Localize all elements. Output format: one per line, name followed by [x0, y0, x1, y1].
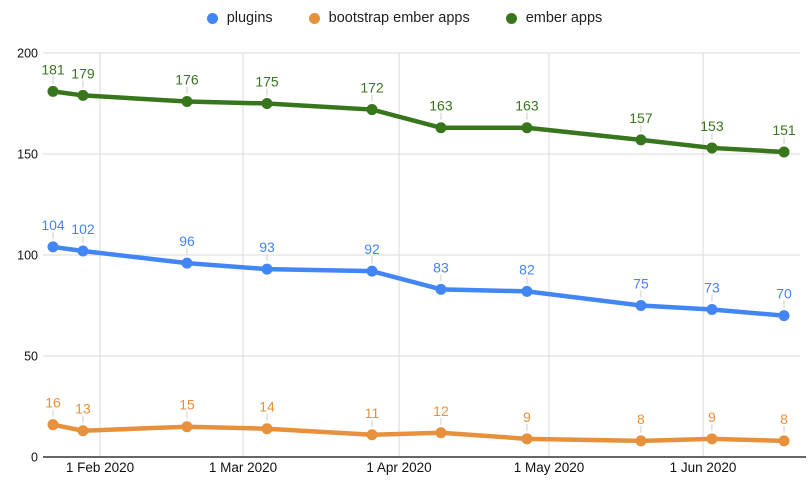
data-point-label-bootstrap-ember-apps-6: 9	[523, 409, 531, 425]
data-point-label-bootstrap-ember-apps-7: 8	[637, 411, 645, 427]
data-point-marker-bootstrap-ember-apps-1[interactable]	[77, 425, 89, 437]
data-point-marker-plugins-6[interactable]	[521, 285, 533, 297]
data-point-marker-ember-apps-9[interactable]	[778, 146, 790, 158]
data-point-label-plugins-9: 70	[776, 286, 792, 302]
data-point-label-ember-apps-8: 153	[700, 118, 724, 134]
data-point-marker-bootstrap-ember-apps-7[interactable]	[635, 435, 647, 447]
data-point-marker-bootstrap-ember-apps-8[interactable]	[706, 433, 718, 445]
legend-item-bootstrap-ember-apps[interactable]: bootstrap ember apps	[308, 9, 470, 26]
y-tick-label: 50	[24, 350, 38, 364]
x-tick-label: 1 Feb 2020	[66, 460, 134, 475]
x-tick-label: 1 Mar 2020	[209, 460, 277, 475]
data-point-label-ember-apps-6: 163	[515, 98, 539, 114]
data-point-label-ember-apps-5: 163	[429, 98, 453, 114]
data-point-marker-bootstrap-ember-apps-3[interactable]	[261, 423, 273, 435]
data-point-marker-plugins-5[interactable]	[435, 283, 447, 295]
data-point-marker-plugins-8[interactable]	[706, 304, 718, 316]
data-point-marker-plugins-2[interactable]	[181, 257, 193, 269]
data-point-marker-bootstrap-ember-apps-6[interactable]	[521, 433, 533, 445]
data-point-marker-plugins-1[interactable]	[77, 245, 89, 257]
data-point-marker-bootstrap-ember-apps-0[interactable]	[47, 419, 59, 431]
data-point-marker-plugins-7[interactable]	[635, 300, 647, 311]
data-point-label-ember-apps-1: 179	[71, 65, 95, 81]
legend-item-ember-apps[interactable]: ember apps	[505, 9, 603, 26]
data-point-marker-bootstrap-ember-apps-2[interactable]	[181, 421, 193, 433]
x-tick-label: 1 May 2020	[514, 460, 585, 475]
data-point-label-ember-apps-2: 176	[175, 71, 199, 87]
data-point-marker-ember-apps-7[interactable]	[635, 134, 647, 146]
data-point-label-ember-apps-7: 157	[629, 110, 653, 126]
data-point-label-plugins-8: 73	[704, 280, 720, 296]
legend-marker-icon	[206, 12, 218, 24]
data-point-label-bootstrap-ember-apps-5: 12	[433, 403, 449, 419]
data-point-label-plugins-1: 102	[71, 221, 95, 237]
data-point-marker-plugins-0[interactable]	[47, 241, 59, 253]
legend-item-label: plugins	[226, 9, 273, 26]
data-point-marker-ember-apps-6[interactable]	[521, 122, 533, 134]
data-point-marker-plugins-3[interactable]	[261, 263, 273, 275]
data-point-label-bootstrap-ember-apps-1: 13	[75, 401, 91, 417]
data-point-label-bootstrap-ember-apps-2: 15	[179, 397, 195, 413]
series-line-ember-apps	[50, 89, 787, 155]
data-point-label-bootstrap-ember-apps-8: 9	[708, 409, 716, 425]
y-tick-label: 0	[31, 451, 38, 465]
data-point-marker-ember-apps-1[interactable]	[77, 89, 89, 101]
data-point-marker-bootstrap-ember-apps-4[interactable]	[366, 429, 378, 441]
data-point-label-plugins-6: 82	[519, 261, 535, 277]
data-point-label-bootstrap-ember-apps-9: 8	[780, 411, 788, 427]
series-line-plugins	[50, 244, 787, 318]
data-point-marker-ember-apps-2[interactable]	[181, 95, 193, 107]
data-point-marker-ember-apps-8[interactable]	[706, 142, 718, 154]
data-point-label-plugins-3: 93	[259, 239, 275, 255]
data-point-marker-ember-apps-0[interactable]	[47, 85, 59, 97]
data-point-marker-bootstrap-ember-apps-5[interactable]	[435, 427, 447, 439]
data-point-marker-ember-apps-3[interactable]	[261, 98, 273, 109]
x-tick-label: 1 Jun 2020	[670, 460, 737, 475]
x-tick-label: 1 Apr 2020	[366, 460, 431, 475]
data-point-label-bootstrap-ember-apps-0: 16	[45, 395, 61, 411]
data-point-marker-ember-apps-5[interactable]	[435, 122, 447, 134]
data-point-marker-plugins-9[interactable]	[778, 310, 790, 322]
y-tick-label: 200	[17, 47, 38, 61]
legend-item-label: bootstrap ember apps	[328, 9, 470, 26]
data-point-marker-plugins-4[interactable]	[366, 265, 378, 277]
data-point-label-plugins-5: 83	[433, 259, 449, 275]
legend-item-plugins[interactable]: plugins	[206, 9, 273, 26]
data-point-label-plugins-2: 96	[179, 233, 195, 249]
y-tick-label: 150	[17, 148, 38, 162]
data-point-label-bootstrap-ember-apps-4: 11	[365, 405, 380, 421]
data-point-label-ember-apps-9: 151	[772, 122, 796, 138]
data-point-label-ember-apps-3: 175	[255, 74, 279, 90]
y-tick-label: 100	[17, 249, 38, 263]
data-point-marker-bootstrap-ember-apps-9[interactable]	[778, 435, 790, 447]
data-point-label-plugins-0: 104	[41, 217, 65, 233]
data-point-marker-ember-apps-4[interactable]	[366, 104, 378, 116]
data-point-label-ember-apps-4: 172	[360, 80, 384, 96]
legend-marker-icon	[308, 12, 320, 24]
data-point-label-bootstrap-ember-apps-3: 14	[259, 399, 275, 415]
data-point-label-plugins-7: 75	[633, 276, 649, 292]
legend-item-label: ember apps	[525, 9, 603, 26]
series-line-bootstrap-ember-apps	[50, 422, 787, 444]
data-point-label-ember-apps-0: 181	[41, 61, 65, 77]
legend-marker-icon	[505, 12, 517, 24]
chart-legend: plugins bootstrap ember apps ember apps	[0, 6, 809, 30]
data-point-label-plugins-4: 92	[364, 241, 380, 257]
